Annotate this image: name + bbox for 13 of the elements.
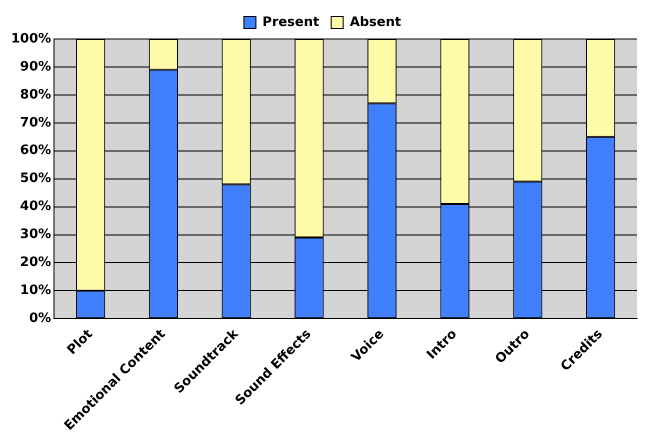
y-tick-label: 50% xyxy=(20,171,52,186)
y-tick-label: 40% xyxy=(20,199,52,214)
y-tick-label: 90% xyxy=(20,59,52,74)
y-tick-label: 10% xyxy=(20,283,52,298)
legend-label: Absent xyxy=(350,14,402,30)
y-tick-label: 20% xyxy=(20,255,52,270)
y-tick-label: 60% xyxy=(20,143,52,158)
y-tick-label: 100% xyxy=(10,31,52,46)
legend-label: Present xyxy=(262,14,320,30)
y-tick-label: 30% xyxy=(20,227,52,242)
y-tick-label: 80% xyxy=(20,87,52,102)
y-tick-label: 0% xyxy=(29,311,52,326)
y-tick-label: 70% xyxy=(20,115,52,130)
